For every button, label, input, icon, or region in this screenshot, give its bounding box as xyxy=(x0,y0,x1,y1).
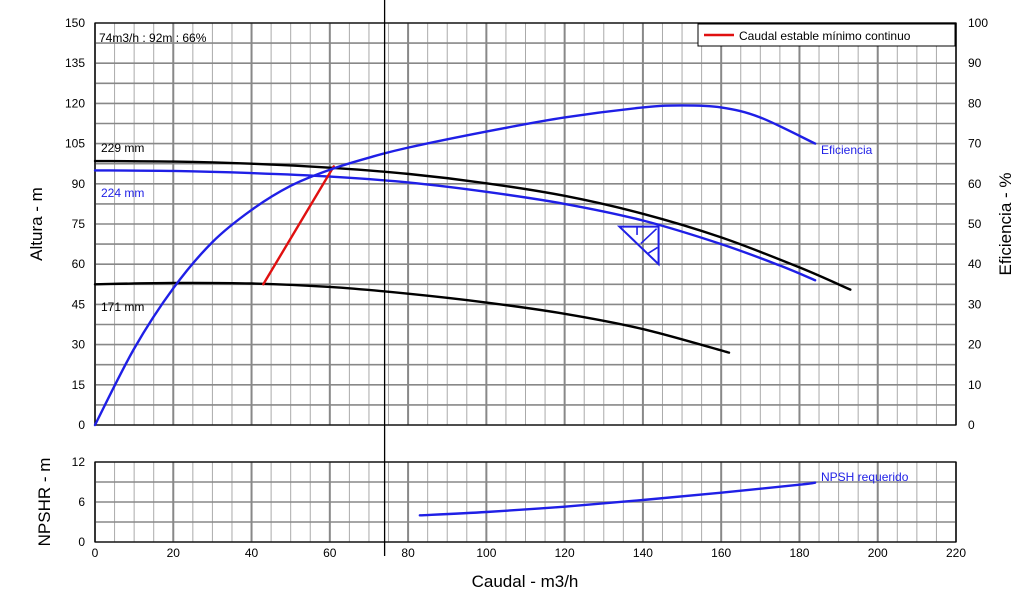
y-tick-label: 60 xyxy=(72,257,86,271)
curve-min-flow xyxy=(262,165,335,286)
curve-224mm xyxy=(93,169,817,282)
y2-tick-label: 100 xyxy=(968,16,988,30)
legend: Caudal estable mínimo continuo xyxy=(697,23,956,47)
x-tick-label: 160 xyxy=(711,546,731,560)
y-tick-label: 120 xyxy=(65,96,85,110)
x-tick-label: 140 xyxy=(633,546,653,560)
curve-171mm xyxy=(93,281,731,354)
y-tick-label: 15 xyxy=(72,378,86,392)
legend-box xyxy=(697,23,956,47)
y-tick-label: 30 xyxy=(72,338,86,352)
tick-labels: 0153045607590105120135150010203040506070… xyxy=(65,16,988,560)
y-tick-label: 150 xyxy=(65,16,85,30)
series-label-229: 229 mm xyxy=(101,141,144,155)
x-tick-label: 200 xyxy=(868,546,888,560)
series-label-npsh: NPSH requerido xyxy=(821,470,909,484)
operating-point-annotation: 74m3/h : 92m : 66% xyxy=(99,31,207,45)
series-label-224: 224 mm xyxy=(101,186,144,200)
series-label-171: 171 mm xyxy=(101,300,144,314)
y-tick-label: 105 xyxy=(65,137,85,151)
y2-tick-label: 80 xyxy=(968,96,982,110)
triangle-hatch xyxy=(647,246,658,255)
y2-axis-label: Eficiencia - % xyxy=(996,173,1015,276)
y-tick-label: 90 xyxy=(72,177,86,191)
y2-tick-label: 90 xyxy=(968,56,982,70)
y2-tick-label: 60 xyxy=(968,177,982,191)
y2-tick-label: 40 xyxy=(968,257,982,271)
curve-npsh-required xyxy=(418,481,817,517)
legend-entry-label: Caudal estable mínimo continuo xyxy=(739,29,911,43)
x-axis-label: Caudal - m3/h xyxy=(472,572,579,591)
npsh-y-tick-label: 0 xyxy=(78,535,85,549)
y2-tick-label: 10 xyxy=(968,378,982,392)
y-tick-label: 45 xyxy=(72,297,86,311)
x-tick-label: 20 xyxy=(167,546,181,560)
x-tick-label: 60 xyxy=(323,546,337,560)
x-tick-label: 80 xyxy=(401,546,415,560)
x-tick-label: 180 xyxy=(789,546,809,560)
efficiency-triangle-marker xyxy=(616,225,660,267)
x-tick-label: 100 xyxy=(476,546,496,560)
y2-tick-label: 50 xyxy=(968,217,982,231)
main-grid-frame xyxy=(94,22,957,426)
triangle-outline xyxy=(616,225,660,267)
curve-229mm xyxy=(93,159,852,291)
x-tick-label: 120 xyxy=(555,546,575,560)
npshr-axis-label: NPSHR - m xyxy=(35,458,54,547)
y2-tick-label: 70 xyxy=(968,137,982,151)
x-tick-label: 40 xyxy=(245,546,259,560)
curve-efficiency xyxy=(93,104,817,427)
x-tick-label: 220 xyxy=(946,546,966,560)
x-tick-label: 0 xyxy=(92,546,99,560)
npsh-y-tick-label: 12 xyxy=(72,455,86,469)
y2-tick-label: 20 xyxy=(968,338,982,352)
npsh-grid-frame xyxy=(94,461,957,543)
y-tick-label: 0 xyxy=(78,418,85,432)
y-tick-label: 75 xyxy=(72,217,86,231)
npsh-y-tick-label: 6 xyxy=(78,495,85,509)
y-axis-label: Altura - m xyxy=(27,187,46,261)
y-tick-label: 135 xyxy=(65,56,85,70)
main-grid xyxy=(94,22,957,426)
y2-tick-label: 0 xyxy=(968,418,975,432)
series-label-efficiency: Eficiencia xyxy=(821,143,873,157)
triangle-hatch xyxy=(640,228,658,245)
y2-tick-label: 30 xyxy=(968,297,982,311)
curves-layer xyxy=(93,0,852,556)
